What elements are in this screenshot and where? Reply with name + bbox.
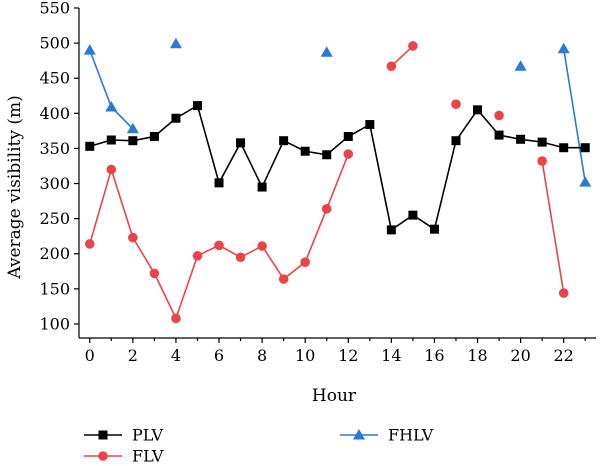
y-tick-label: 150 xyxy=(39,279,70,298)
fhlv-point xyxy=(320,46,333,57)
plv-point xyxy=(365,120,375,130)
flv-point xyxy=(386,61,397,72)
plv-point xyxy=(408,210,418,220)
plv-point xyxy=(343,131,353,141)
flv-point xyxy=(343,149,354,159)
fhlv-point xyxy=(105,101,118,112)
y-tick-label: 500 xyxy=(39,34,70,53)
plv-point xyxy=(322,150,332,160)
plv-point xyxy=(257,182,267,192)
x-tick-label: 22 xyxy=(554,346,574,365)
flv-point xyxy=(451,99,461,109)
plv-point xyxy=(516,134,526,144)
plv-point xyxy=(429,224,439,234)
fhlv-point xyxy=(169,37,182,49)
y-tick-label: 300 xyxy=(39,174,70,193)
plv-point xyxy=(128,136,138,146)
x-tick-label: 10 xyxy=(295,346,315,365)
x-tick-label: 6 xyxy=(214,346,224,365)
flv-point xyxy=(537,156,547,166)
plv-point xyxy=(106,135,116,145)
flv-point xyxy=(321,204,332,214)
x-tick-label: 12 xyxy=(338,346,358,365)
flv-point xyxy=(84,239,95,249)
x-tick-label: 8 xyxy=(257,346,267,365)
y-tick-label: 200 xyxy=(39,244,70,263)
legend-flv-marker xyxy=(98,451,108,461)
x-tick-label: 16 xyxy=(424,346,444,365)
plv-point xyxy=(192,101,202,111)
chart-legend: PLV FLV FHLV xyxy=(84,426,434,466)
plv-point xyxy=(171,113,181,123)
plv-point xyxy=(537,137,547,147)
plv-point xyxy=(279,136,289,146)
plv-point xyxy=(494,130,504,140)
flv-point xyxy=(235,252,246,263)
plv-point xyxy=(473,105,483,115)
y-tick-label: 400 xyxy=(39,104,70,123)
x-tick-label: 4 xyxy=(171,346,181,365)
flv-line-segment xyxy=(541,160,565,294)
flv-point xyxy=(106,164,117,175)
y-tick-label: 250 xyxy=(39,209,70,228)
flv-point xyxy=(171,313,181,324)
plv-point xyxy=(85,141,95,151)
flv-point xyxy=(278,274,289,284)
x-tick-label: 2 xyxy=(128,346,138,365)
y-axis-title: Average visibility (m) xyxy=(5,95,25,279)
chart-axes: 100 150 200 250 300 350 400 450 500 550 0 2 4 6 8 10 12 1… xyxy=(39,0,596,365)
flv-point xyxy=(149,268,160,279)
fhlv-point xyxy=(579,176,592,187)
fhlv-point xyxy=(83,44,96,55)
legend-flv-label: FLV xyxy=(132,447,164,466)
legend-fhlv-label: FHLV xyxy=(388,426,434,445)
x-axis-title: Hour xyxy=(312,386,357,406)
flv-point xyxy=(300,257,310,267)
flv-line-segment xyxy=(390,45,414,67)
fhlv-point xyxy=(557,42,570,54)
x-tick-label: 0 xyxy=(85,346,95,365)
legend-plv-marker xyxy=(98,430,108,440)
x-tick-label: 20 xyxy=(510,346,530,365)
legend-plv-label: PLV xyxy=(132,426,163,445)
plv-point xyxy=(300,146,310,156)
plot-series-lines xyxy=(89,45,587,321)
plv-point xyxy=(386,225,396,235)
y-tick-label: 550 xyxy=(39,0,70,18)
flv-point xyxy=(257,241,267,251)
plv-point xyxy=(149,131,159,141)
fhlv-line-segment xyxy=(89,49,134,130)
x-tick-label: 18 xyxy=(467,346,487,365)
plv-line-segment xyxy=(89,104,586,232)
y-tick-label: 450 xyxy=(39,69,70,88)
fhlv-line-segment xyxy=(562,48,587,183)
flv-point xyxy=(214,240,224,251)
plot-series-markers xyxy=(83,37,592,324)
x-tick-label: 14 xyxy=(381,346,401,365)
flv-point xyxy=(408,41,418,51)
plv-point xyxy=(559,143,569,153)
fhlv-point xyxy=(126,122,139,134)
plv-point xyxy=(214,178,224,188)
fhlv-point xyxy=(514,60,527,71)
flv-point xyxy=(558,288,569,298)
flv-point xyxy=(128,232,138,243)
legend-fhlv-marker xyxy=(353,429,365,440)
flv-point xyxy=(494,110,504,121)
flv-point xyxy=(192,251,203,261)
plv-point xyxy=(451,136,461,146)
plv-point xyxy=(236,138,246,148)
y-tick-label: 350 xyxy=(39,139,70,158)
plv-point xyxy=(580,143,590,153)
y-tick-label: 100 xyxy=(39,314,70,333)
